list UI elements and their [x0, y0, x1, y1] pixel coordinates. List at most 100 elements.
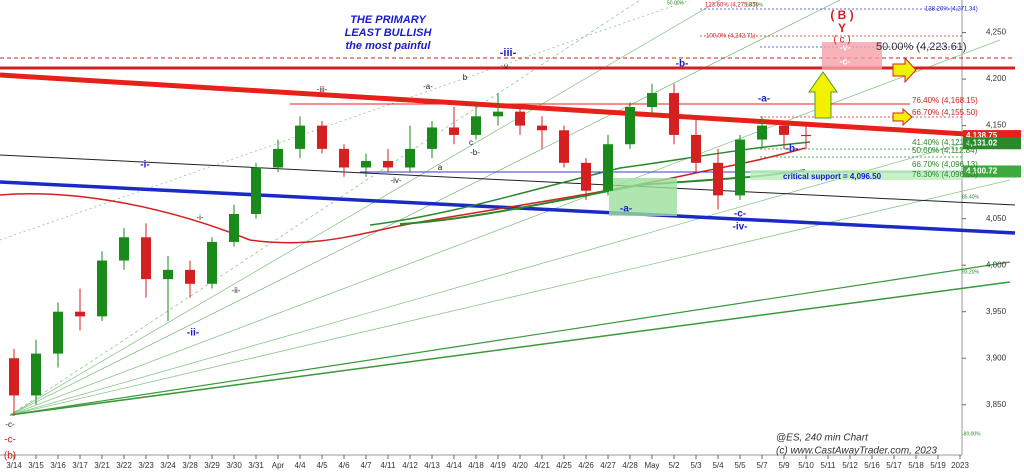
annotation: -ii- — [187, 328, 199, 339]
price-tag — [963, 165, 1021, 178]
x-tick-label: 5/2 — [668, 461, 680, 470]
x-tick-label: 3/15 — [28, 461, 44, 470]
x-tick-label: 3/16 — [50, 461, 66, 470]
x-tick-label: May — [644, 461, 659, 470]
candle-body — [31, 353, 41, 396]
y-tick-label: 4,150 — [986, 121, 1007, 130]
x-tick-label: 3/29 — [204, 461, 220, 470]
x-tick-label: 4/18 — [468, 461, 484, 470]
annotation: c — [469, 138, 473, 147]
annotation: -iv- — [390, 176, 401, 185]
x-tick-label: 4/12 — [402, 461, 418, 470]
x-tick-label: 5/12 — [842, 461, 858, 470]
annotation: -b- — [470, 148, 480, 157]
target-zone — [822, 42, 882, 70]
annotation: -iii- — [317, 85, 328, 94]
candle-body — [757, 125, 767, 140]
y-tick-label: 4,250 — [986, 28, 1007, 37]
critical-zone — [750, 170, 962, 180]
x-tick-label: 5/11 — [821, 461, 837, 470]
annotation: -c- — [5, 420, 15, 429]
annotation: -c- — [4, 435, 16, 446]
x-tick-label: 4/5 — [316, 461, 328, 470]
y-tick-label: 3,850 — [986, 400, 1007, 409]
candle-body — [691, 134, 701, 163]
candle-body — [383, 160, 393, 168]
candle-body — [471, 116, 481, 135]
x-tick-label: 4/13 — [424, 461, 440, 470]
candle-body — [647, 93, 657, 108]
price-tag-label: 4,131.02 — [966, 138, 998, 147]
candle-body — [185, 269, 195, 284]
x-tick-label: 5/17 — [886, 461, 902, 470]
candle-body — [163, 269, 173, 280]
annotation: -a- — [423, 82, 433, 91]
annotation: -a- — [620, 204, 632, 215]
candle-body — [97, 260, 107, 317]
annotation: -v- — [840, 42, 851, 52]
x-tick-label: 3/30 — [226, 461, 242, 470]
annotation: -b- — [786, 144, 799, 155]
footer: @ES, 240 min Chart — [776, 433, 869, 444]
x-tick-label: 3/31 — [248, 461, 264, 470]
x-tick-label: 5/7 — [756, 461, 768, 470]
x-tick-label: 5/3 — [690, 461, 702, 470]
x-tick-label: 4/20 — [512, 461, 528, 470]
footer: (c) www.CastAwayTrader.com, 2023 — [776, 446, 937, 457]
x-tick-label: 4/26 — [578, 461, 594, 470]
price-tag-label: 4,138.75 — [966, 131, 998, 140]
annotation: 41.40% (4,121.45) — [912, 138, 978, 147]
x-tick-label: 5/18 — [908, 461, 924, 470]
candle-body — [559, 130, 569, 163]
annotation: -v- — [501, 62, 511, 71]
x-tick-label: 3/21 — [94, 461, 110, 470]
candle-body — [625, 107, 635, 145]
title: LEAST BULLISH — [345, 27, 433, 39]
price-tag-label: 4,100.72 — [966, 167, 998, 176]
candle-body — [713, 162, 723, 196]
annotation: ( B ) — [830, 8, 853, 22]
candle-body — [295, 125, 305, 149]
candle-body — [735, 139, 745, 196]
candle-body — [207, 241, 217, 284]
candle-body — [405, 148, 415, 168]
right-arrow — [892, 56, 917, 84]
x-tick-label: 3/22 — [116, 461, 132, 470]
x-tick-label: 3/28 — [182, 461, 198, 470]
candle-body — [427, 127, 437, 149]
candle-body — [273, 148, 283, 168]
annotation: 93.20% — [962, 269, 980, 275]
annotation: Y — [838, 21, 846, 35]
up-arrow — [808, 71, 838, 119]
candle-body — [603, 144, 613, 191]
x-tick-label: 4/7 — [360, 461, 372, 470]
x-tick-label: 5/4 — [712, 461, 724, 470]
annotation: 66.70% — [746, 2, 764, 8]
y-tick-label: 4,050 — [986, 214, 1007, 223]
annotation: -i- — [196, 213, 203, 222]
x-tick-label: 3/17 — [72, 461, 88, 470]
x-tick-label: 5/5 — [734, 461, 746, 470]
candle-body — [9, 358, 19, 396]
right-arrow — [892, 107, 913, 127]
x-tick-label: 4/25 — [556, 461, 572, 470]
annotation: 66.70% (4,096.13) — [912, 160, 978, 169]
support-zone — [609, 178, 677, 216]
candle-body — [75, 311, 85, 317]
x-tick-label: 5/16 — [864, 461, 880, 470]
candle-body — [449, 127, 459, 135]
y-tick-label: 4,000 — [986, 260, 1007, 269]
annotation: -b- — [676, 59, 689, 70]
annotation: -i- — [140, 160, 149, 171]
annotation: ( c ) — [833, 35, 850, 46]
candle-body — [339, 148, 349, 168]
annotation: 85.40% — [962, 194, 980, 200]
annotation: 66.70% (4,155.50) — [912, 108, 978, 117]
x-tick-label: 3/14 — [6, 461, 22, 470]
candle-body — [251, 167, 261, 215]
annotation: 76.40% (4,168.15) — [912, 96, 978, 105]
x-tick-label: 5/19 — [930, 461, 946, 470]
y-tick-label: 3,900 — [986, 353, 1007, 362]
